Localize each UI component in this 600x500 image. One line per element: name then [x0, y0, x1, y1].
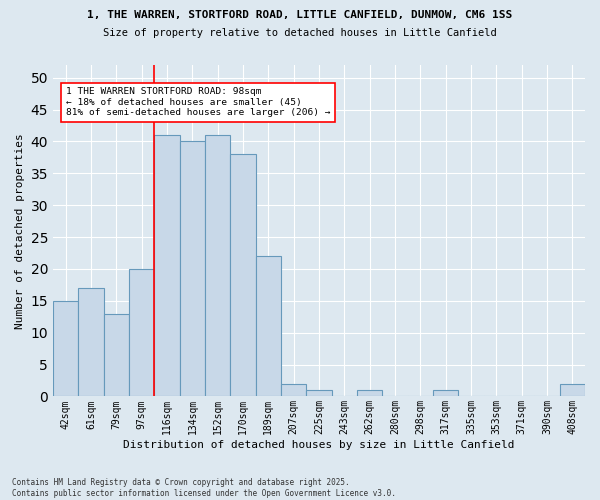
Text: 1, THE WARREN, STORTFORD ROAD, LITTLE CANFIELD, DUNMOW, CM6 1SS: 1, THE WARREN, STORTFORD ROAD, LITTLE CA… [88, 10, 512, 20]
Bar [357, 390, 382, 396]
Text: Contains HM Land Registry data © Crown copyright and database right 2025.
Contai: Contains HM Land Registry data © Crown c… [12, 478, 396, 498]
Bar [154, 135, 179, 396]
Bar [433, 390, 458, 396]
Bar [129, 269, 154, 396]
X-axis label: Distribution of detached houses by size in Little Canfield: Distribution of detached houses by size … [123, 440, 515, 450]
Bar [179, 142, 205, 396]
Bar [230, 154, 256, 396]
Bar [281, 384, 307, 396]
Bar [79, 288, 104, 397]
Y-axis label: Number of detached properties: Number of detached properties [15, 133, 25, 328]
Bar [205, 135, 230, 396]
Bar [53, 301, 79, 396]
Text: Size of property relative to detached houses in Little Canfield: Size of property relative to detached ho… [103, 28, 497, 38]
Bar [560, 384, 585, 396]
Bar [256, 256, 281, 396]
Text: 1 THE WARREN STORTFORD ROAD: 98sqm
← 18% of detached houses are smaller (45)
81%: 1 THE WARREN STORTFORD ROAD: 98sqm ← 18%… [66, 88, 331, 117]
Bar [104, 314, 129, 396]
Bar [307, 390, 332, 396]
